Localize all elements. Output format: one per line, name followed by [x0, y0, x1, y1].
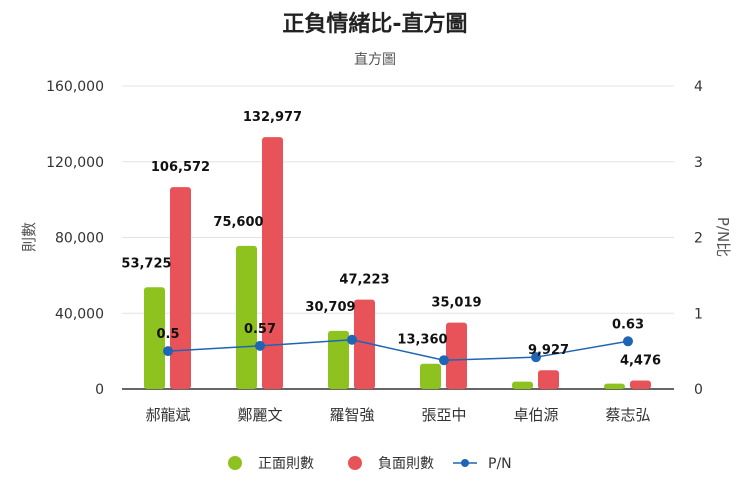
- y2-tick-label: 4: [694, 79, 703, 95]
- negative-bar: [630, 380, 651, 389]
- pn-point: [255, 340, 265, 351]
- positive-bar: [236, 245, 257, 389]
- x-tick-label: 張亞中: [421, 406, 466, 424]
- pn-point: [347, 334, 357, 345]
- y2-tick-label: 2: [694, 231, 703, 247]
- positive-data-label: 53,725: [121, 256, 171, 271]
- positive-bar: [420, 363, 441, 389]
- negative-bar: [354, 299, 375, 389]
- pn-point: [439, 355, 449, 366]
- pn-point: [531, 352, 541, 363]
- pn-point: [623, 336, 633, 347]
- x-tick-label: 卓伯源: [513, 406, 558, 424]
- positive-bar: [512, 381, 533, 389]
- positive-data-label: 13,360: [397, 333, 447, 348]
- y-tick-label: 40,000: [55, 306, 104, 322]
- y-tick-label: 80,000: [55, 231, 104, 247]
- y-tick-label: 120,000: [46, 155, 104, 171]
- negative-data-label: 9,927: [528, 343, 569, 358]
- positive-data-label: 30,709: [305, 300, 355, 315]
- y-axis-label: 則數: [20, 222, 38, 252]
- negative-data-label: 35,019: [431, 296, 481, 311]
- negative-bar: [446, 322, 467, 389]
- pn-data-label: 0.63: [612, 317, 644, 332]
- x-tick-label: 郝龍斌: [145, 406, 190, 424]
- legend-label: 正面則數: [258, 456, 314, 472]
- y2-axis-label: P/N比: [714, 217, 732, 257]
- legend-label: P/N: [488, 456, 512, 472]
- negative-data-label: 132,977: [243, 110, 302, 125]
- x-tick-label: 羅智強: [329, 406, 374, 424]
- negative-bar: [170, 187, 191, 389]
- positive-bar: [144, 287, 165, 389]
- x-tick-label: 蔡志弘: [605, 406, 650, 424]
- negative-bar: [538, 370, 559, 389]
- y-tick-label: 0: [95, 382, 104, 398]
- positive-bar: [604, 383, 625, 389]
- y2-tick-label: 3: [694, 155, 703, 171]
- negative-data-label: 4,476: [620, 354, 661, 369]
- positive-data-label: 75,600: [213, 215, 263, 230]
- pn-point: [163, 346, 173, 357]
- y-tick-label: 160,000: [46, 79, 104, 95]
- y2-tick-label: 0: [694, 382, 703, 398]
- legend-marker: [228, 456, 242, 470]
- legend-marker: [348, 456, 362, 470]
- legend-label: 負面則數: [378, 456, 434, 472]
- y2-tick-label: 1: [694, 306, 703, 322]
- pn-data-label: 0.57: [244, 322, 276, 337]
- negative-data-label: 106,572: [151, 160, 210, 175]
- pn-data-label: 0.5: [156, 327, 179, 342]
- legend-marker: [461, 459, 469, 467]
- x-tick-label: 鄭麗文: [237, 406, 282, 424]
- pn-line: [167, 339, 629, 361]
- positive-bar: [328, 330, 349, 389]
- chart-subtitle: 直方圖: [354, 51, 396, 68]
- negative-data-label: 47,223: [339, 273, 389, 288]
- chart-title: 正負情緒比-直方圖: [282, 11, 467, 37]
- negative-bar: [262, 137, 283, 389]
